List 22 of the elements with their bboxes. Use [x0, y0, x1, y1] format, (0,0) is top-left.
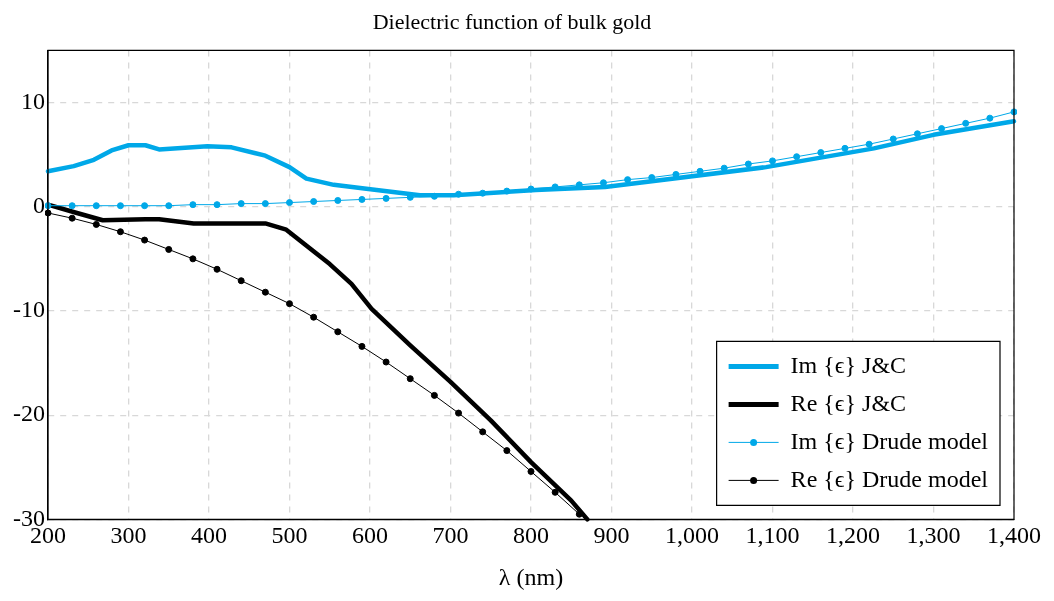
y-tick-label: 10: [20, 87, 45, 114]
x-tick-label: 900: [593, 522, 630, 549]
x-tick-label: 1,200: [826, 522, 880, 549]
legend-label: Im {ϵ} Drude model: [790, 427, 989, 454]
x-tick-label: 400: [190, 522, 227, 549]
x-tick-label: 600: [351, 522, 388, 549]
x-axis-title: λ (nm): [498, 563, 564, 590]
x-tick-label: 800: [513, 522, 549, 549]
x-tick-label: 500: [271, 522, 308, 549]
y-tick-label: -10: [12, 296, 45, 323]
y-tick-label: 0: [32, 192, 45, 219]
x-tick-label: 1,400: [987, 522, 1041, 549]
y-tick-label: -20: [12, 400, 45, 427]
x-tick-label: 1,100: [745, 522, 800, 549]
legend-label: Im {ϵ} J&C: [790, 351, 907, 378]
x-tick-label: 1,000: [665, 522, 719, 549]
x-tick-label: 700: [432, 522, 469, 549]
chart-title: Dielectric function of bulk gold: [372, 8, 652, 34]
legend-label: Re {ϵ} Drude model: [790, 465, 989, 492]
x-tick-label: 300: [110, 522, 147, 549]
x-tick-label: 1,300: [906, 522, 961, 549]
legend-label: Re {ϵ} J&C: [790, 389, 907, 416]
